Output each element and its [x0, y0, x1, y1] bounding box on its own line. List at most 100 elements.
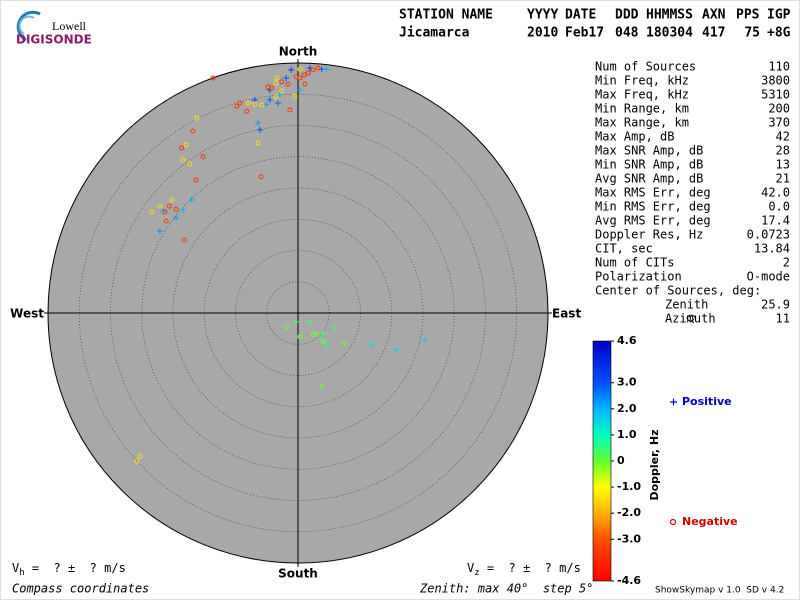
header-value: 180304: [646, 26, 693, 41]
vz-symbol: V: [467, 561, 474, 575]
point-negative: [179, 145, 185, 151]
header-value: 75: [744, 26, 760, 41]
stats: Num of Sources 110 Min Freq, kHz 3800 Max Fr…: [595, 60, 790, 326]
header-column: IGP: [767, 8, 791, 23]
point-negative: [321, 339, 327, 345]
point-negative: [265, 84, 271, 90]
point-negative: [279, 88, 285, 94]
point-negative: [149, 209, 155, 215]
point-negative: [297, 66, 303, 72]
stat-value: 110: [768, 60, 790, 74]
version: ShowSkymap v 1.0 SD v 4.2: [655, 586, 784, 596]
point-negative: [314, 331, 320, 337]
point-negative: [285, 81, 291, 87]
coordinates-note: Compass coordinates: [12, 582, 149, 596]
point-positive: [368, 341, 375, 348]
azimuth-symbol: [686, 314, 696, 324]
header-value: Jicamarca: [399, 26, 470, 41]
point-positive: [393, 346, 400, 353]
zenith-note: Zenith: max 40° step 5°: [419, 582, 593, 596]
header-column: STATION NAME: [399, 8, 493, 23]
point-negative: [305, 70, 311, 76]
point-positive: [296, 86, 303, 93]
direction-label: West: [10, 307, 44, 321]
point-negative: [319, 383, 325, 389]
stat-value: 11: [776, 312, 790, 326]
point-negative: [244, 108, 250, 114]
point-negative: [234, 103, 240, 109]
point-negative: [187, 161, 193, 167]
colorbar-tick-label: 0: [617, 454, 625, 467]
point-positive: [306, 318, 313, 325]
legend-label: Negative: [682, 515, 738, 528]
point-positive: [288, 66, 295, 73]
point-negative: [200, 154, 206, 160]
point-positive: [276, 91, 283, 98]
point-negative: [245, 100, 251, 106]
colorbar-tick-label: -4.6: [617, 574, 641, 587]
point-negative: [310, 67, 316, 73]
point-positive: [188, 196, 195, 203]
point-negative: [163, 218, 169, 224]
stat-value: 5310: [761, 88, 790, 102]
stat-label: Avg RMS Err, deg: [595, 214, 711, 228]
header-column: DDD: [615, 8, 639, 23]
header-value: 048: [615, 26, 639, 41]
vz-label: Vz = ? ± ? m/s: [467, 561, 581, 578]
stat-value: 0.0: [768, 200, 790, 214]
vh-text: = ? ± ? m/s: [25, 561, 126, 575]
stat-label: Max RMS Err, deg: [595, 186, 711, 200]
point-negative: [292, 93, 298, 99]
colorbar-tick-label: 2.0: [617, 402, 637, 415]
point-negative: [252, 101, 258, 107]
point-negative: [194, 115, 200, 121]
vh-label: Vh = ? ± ? m/s: [12, 561, 126, 578]
point-negative: [258, 174, 264, 180]
point-negative: [181, 237, 187, 243]
point-positive: [331, 325, 338, 331]
skymap: North South West East: [10, 45, 581, 581]
point-negative: [137, 453, 143, 459]
point-negative: [255, 140, 261, 146]
stat-label: Max SNR Amp, dB: [595, 144, 703, 158]
colorbar-tick-label: 4.6: [617, 334, 637, 347]
stat-label: Zenith: [665, 298, 708, 312]
point-negative: [259, 102, 265, 108]
stat-value: 13: [776, 158, 790, 172]
stat-value: 370: [768, 116, 790, 130]
header-column: HHMMSS: [646, 8, 693, 23]
stat-value: 17.4: [761, 214, 790, 228]
stat-label: Avg SNR Amp, dB: [595, 172, 703, 186]
point-positive: [266, 96, 273, 103]
stat-value: 2: [783, 256, 790, 270]
point-negative: [297, 334, 303, 340]
stat-label: Min RMS Err, deg: [595, 200, 711, 214]
logo: Lowell DIGISONDE: [16, 10, 92, 47]
point-negative: [210, 75, 216, 81]
point-negative: [302, 81, 308, 87]
header-column: PPS: [736, 8, 760, 23]
point-negative: [173, 206, 179, 212]
colorbar-tick-label: -3.0: [617, 532, 641, 545]
point-negative: [315, 65, 321, 71]
stat-label: Polarization: [595, 270, 682, 284]
header: STATION NAME Jicamarca YYYY 2010 DATE Feb17 DD…: [399, 8, 791, 41]
legend-marker: [669, 518, 677, 526]
point-negative: [134, 458, 140, 464]
stat-value: 42.0: [761, 186, 790, 200]
stat-label: Min Range, km: [595, 102, 689, 116]
stat-label: Num of Sources: [595, 60, 696, 74]
header-value: 417: [702, 26, 725, 41]
stat-label: Max Freq, kHz: [595, 88, 689, 102]
stat-label: Max Amp, dB: [595, 130, 674, 144]
point-negative: [193, 177, 199, 183]
logo-swirl: [16, 10, 41, 42]
point-negative: [162, 209, 168, 215]
stat-label: Max Range, km: [595, 116, 689, 130]
colorbar: [592, 340, 612, 582]
colorbar-tick-label: 3.0: [617, 376, 637, 389]
point-negative: [273, 80, 279, 86]
point-positive: [275, 100, 281, 106]
point-negative: [157, 203, 163, 209]
